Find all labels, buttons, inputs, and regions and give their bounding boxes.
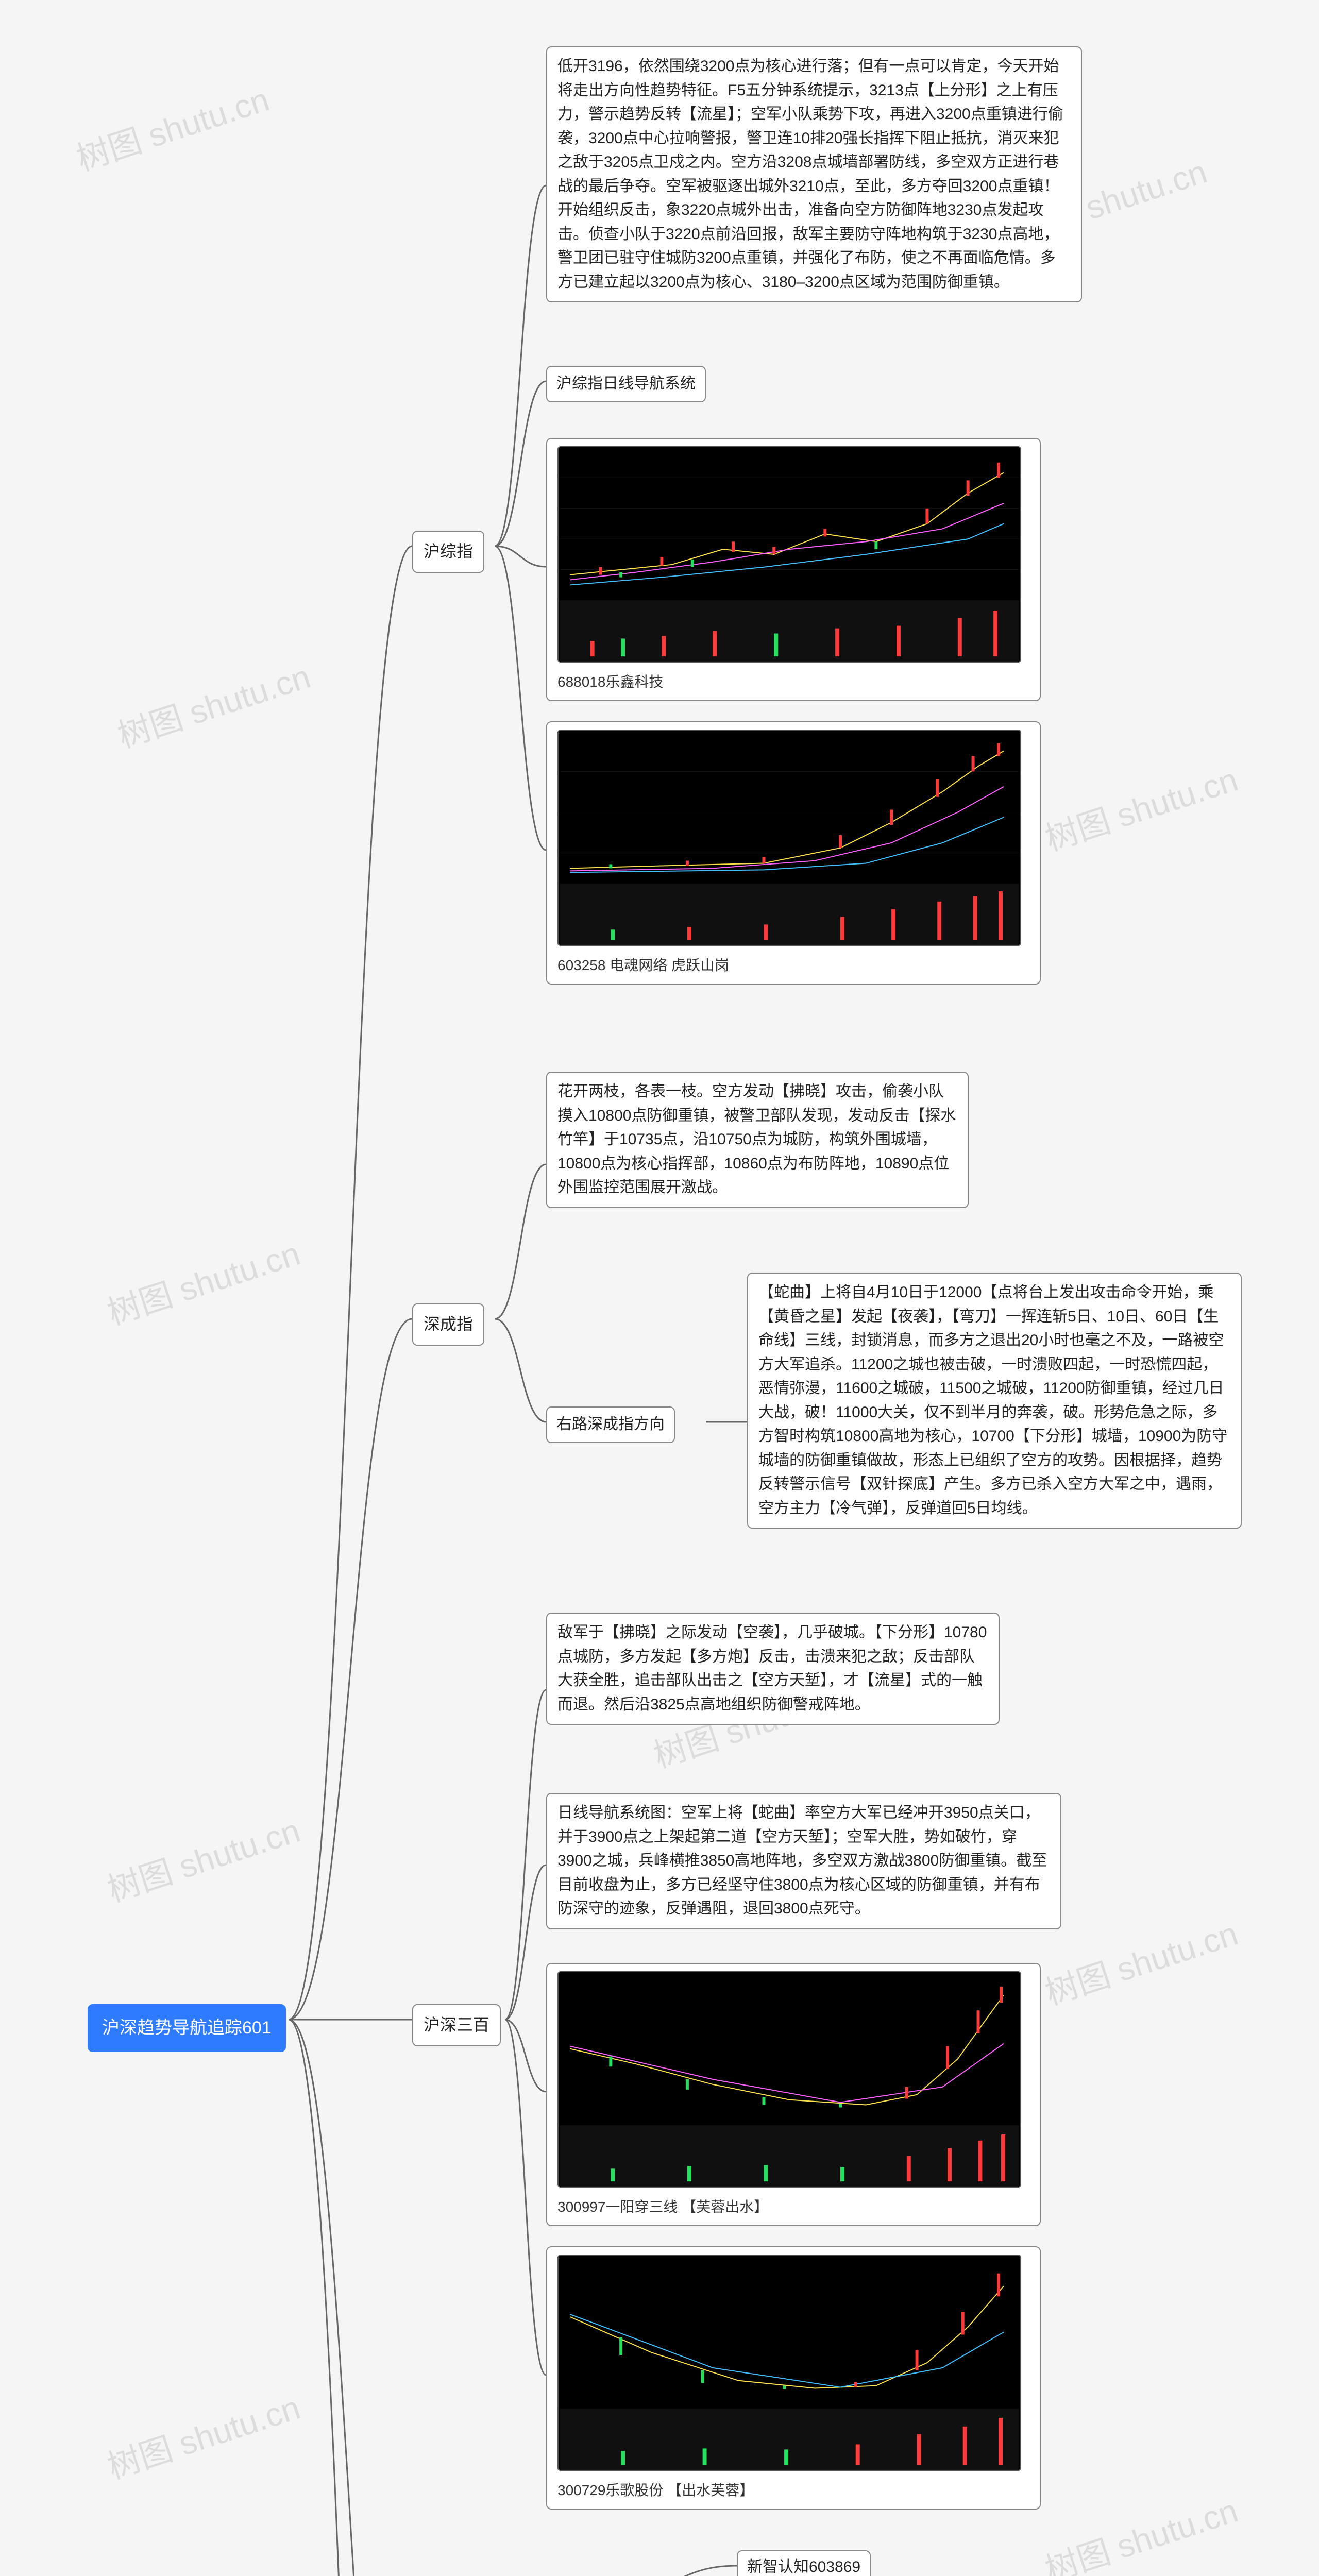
huzong-analysis: 低开3196，依然围绕3200点为核心进行落；但有一点可以肯定，今天开始将走出方…	[546, 46, 1082, 302]
item-text: 新智认知603869	[747, 2558, 860, 2575]
node-shencheng[interactable]: 深成指	[412, 1303, 484, 1346]
hushen300-chart1-caption: 300997一阳穿三线 【芙蓉出水】	[557, 2196, 1029, 2218]
node-huzong[interactable]: 沪综指	[412, 531, 484, 573]
watermark: 树图 shutu.cn	[100, 2381, 305, 2488]
huzong-label: 沪综指	[424, 542, 473, 561]
shencheng-label: 深成指	[424, 1315, 473, 1333]
hushen300-p1-text: 敌军于【拂晓】之际发动【空袭】，几乎破城。【下分形】10780点城防，多方发起【…	[557, 1624, 987, 1713]
watermark: 树图 shutu.cn	[1038, 753, 1243, 860]
root-node[interactable]: 沪深趋势导航追踪601	[88, 2004, 286, 2052]
hushen300-chart2-caption: 300729乐歌股份 【出水芙蓉】	[557, 2479, 1029, 2501]
hushen300-label: 沪深三百	[424, 2015, 489, 2034]
shencheng-right: 右路深成指方向	[546, 1406, 675, 1443]
watermark: 树图 shutu.cn	[70, 73, 274, 180]
huzong-nav: 沪综指日线导航系统	[546, 366, 706, 402]
shencheng-analysis: 花开两枝，各表一枝。空方发动【拂晓】攻击，偷袭小队摸入10800点防御重镇，被警…	[546, 1072, 969, 1208]
hushen300-p1: 敌军于【拂晓】之际发动【空袭】，几乎破城。【下分形】10780点城防，多方发起【…	[546, 1613, 1000, 1725]
hushen300-p2-text: 日线导航系统图：空军上将【蛇曲】率空方大军已经冲开3950点关口，并于3900点…	[557, 1804, 1047, 1917]
shencheng-right-body: 【蛇曲】上将自4月10日于12000【点将台上发出攻击命令开始，乘【黄昏之星】发…	[758, 1284, 1227, 1517]
hushen300-p2: 日线导航系统图：空军上将【蛇曲】率空方大军已经冲开3950点关口，并于3900点…	[546, 1793, 1061, 1929]
stock-chart	[557, 2255, 1021, 2471]
hushen300-chart2-box: 300729乐歌股份 【出水芙蓉】	[546, 2246, 1041, 2510]
huzong-chart2-caption: 603258 电魂网络 虎跃山岗	[557, 954, 1029, 976]
watermark: 树图 shutu.cn	[1038, 2484, 1243, 2576]
stock-chart	[557, 446, 1021, 663]
watermark: 树图 shutu.cn	[1038, 1907, 1243, 2014]
shencheng-right-label: 右路深成指方向	[556, 1416, 665, 1433]
root-label: 沪深趋势导航追踪601	[102, 2018, 272, 2038]
shencheng-right-text: 【蛇曲】上将自4月10日于12000【点将台上发出攻击命令开始，乘【黄昏之星】发…	[747, 1273, 1242, 1529]
stock-chart	[557, 1971, 1021, 2188]
list-item[interactable]: 新智认知603869	[737, 2550, 871, 2576]
watermark: 树图 shutu.cn	[100, 1804, 305, 1911]
watermark: 树图 shutu.cn	[111, 650, 315, 757]
huzong-chart1-box: 688018乐鑫科技	[546, 438, 1041, 701]
stock-chart	[557, 730, 1021, 946]
watermark: 树图 shutu.cn	[100, 1227, 305, 1334]
huzong-chart1-caption: 688018乐鑫科技	[557, 671, 1029, 693]
shencheng-analysis-text: 花开两枝，各表一枝。空方发动【拂晓】攻击，偷袭小队摸入10800点防御重镇，被警…	[557, 1083, 956, 1196]
node-hushen300[interactable]: 沪深三百	[412, 2004, 501, 2046]
hushen300-chart1-box: 300997一阳穿三线 【芙蓉出水】	[546, 1963, 1041, 2226]
huzong-analysis-text: 低开3196，依然围绕3200点为核心进行落；但有一点可以肯定，今天开始将走出方…	[557, 58, 1063, 291]
huzong-nav-label: 沪综指日线导航系统	[556, 375, 696, 392]
huzong-chart2-box: 603258 电魂网络 虎跃山岗	[546, 721, 1041, 985]
